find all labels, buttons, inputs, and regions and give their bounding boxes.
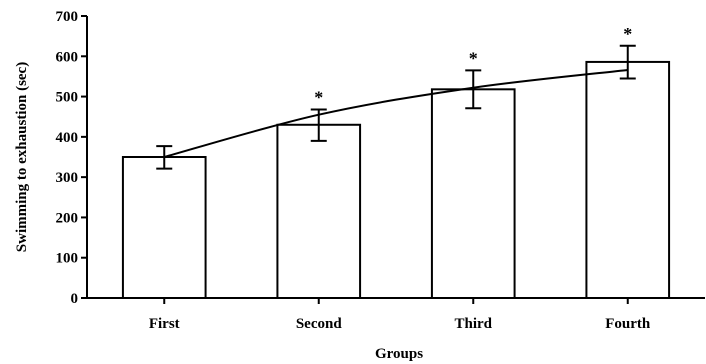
significance-marker: * [469,48,478,68]
trend-line-group [163,68,628,158]
bars [121,60,671,300]
significance-marker: * [314,87,323,107]
x-tick-label: First [149,316,180,332]
y-tick-label: 500 [56,90,79,106]
bar [585,60,671,299]
x-axis-title: Groups [375,346,423,362]
bar [430,88,516,299]
x-tick-label: Third [454,316,492,332]
y-tick-label: 200 [56,210,79,226]
y-tick-label: 600 [56,49,79,65]
bar [276,123,362,300]
y-tick-label: 400 [56,130,79,146]
y-tick-label: 300 [56,170,79,186]
ticks: 0 100 200 300 400 500 600 700 First Second Third Fo… [56,9,651,332]
y-tick-label: 700 [56,9,79,25]
significance-marker: * [623,24,632,44]
y-tick-label: 0 [71,291,79,307]
bar [121,156,207,299]
x-tick-label: Fourth [605,316,651,332]
y-tick-label: 100 [56,251,79,267]
significance-markers: * * * [314,24,632,108]
y-axis-title: Swimming to exhaustion (sec) [14,62,30,252]
x-tick-label: Second [296,316,343,332]
trend-line [163,68,628,158]
error-bars [156,44,636,170]
